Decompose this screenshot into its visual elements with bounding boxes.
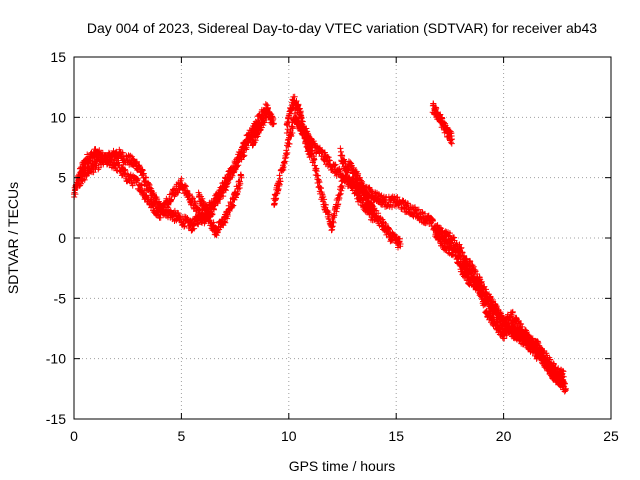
y-tick-label: -5 — [54, 290, 67, 306]
x-tick-label: 25 — [603, 428, 619, 444]
ticks-layer: 0 5 10 15 20 25 -15 -10 -5 0 5 10 15 — [46, 49, 619, 444]
series-markers — [75, 118, 260, 227]
x-tick-label: 0 — [70, 428, 78, 444]
y-tick-label: 5 — [58, 170, 66, 186]
y-tick-label: 15 — [50, 49, 66, 65]
x-tick-label: 5 — [178, 428, 186, 444]
y-tick-label: 0 — [58, 230, 66, 246]
x-tick-label: 20 — [496, 428, 512, 444]
series-markers — [195, 171, 245, 239]
series-markers — [337, 145, 378, 224]
x-tick-label: 10 — [281, 428, 297, 444]
x-axis-label: GPS time / hours — [289, 458, 396, 474]
series-track-2 — [75, 118, 260, 227]
series-markers — [457, 262, 567, 384]
y-axis-label: SDTVAR / TECUs — [5, 182, 21, 294]
series-track-9 — [429, 100, 455, 147]
series-track-11 — [457, 262, 567, 384]
series-markers — [283, 93, 314, 161]
x-tick-label: 15 — [388, 428, 404, 444]
y-tick-label: -10 — [46, 351, 66, 367]
series-markers — [249, 104, 277, 149]
series-track-6 — [283, 93, 314, 161]
y-tick-label: 10 — [50, 109, 66, 125]
series-markers — [270, 110, 569, 395]
series-markers — [429, 100, 455, 147]
series-track-8 — [337, 145, 378, 224]
series-track-4 — [249, 104, 277, 149]
points-layer — [71, 93, 569, 395]
grid-layer — [74, 57, 611, 419]
chart-title: Day 004 of 2023, Sidereal Day-to-day VTE… — [87, 20, 597, 36]
series-track-3 — [195, 171, 245, 239]
series-track-5 — [270, 110, 569, 395]
y-tick-label: -15 — [46, 411, 66, 427]
